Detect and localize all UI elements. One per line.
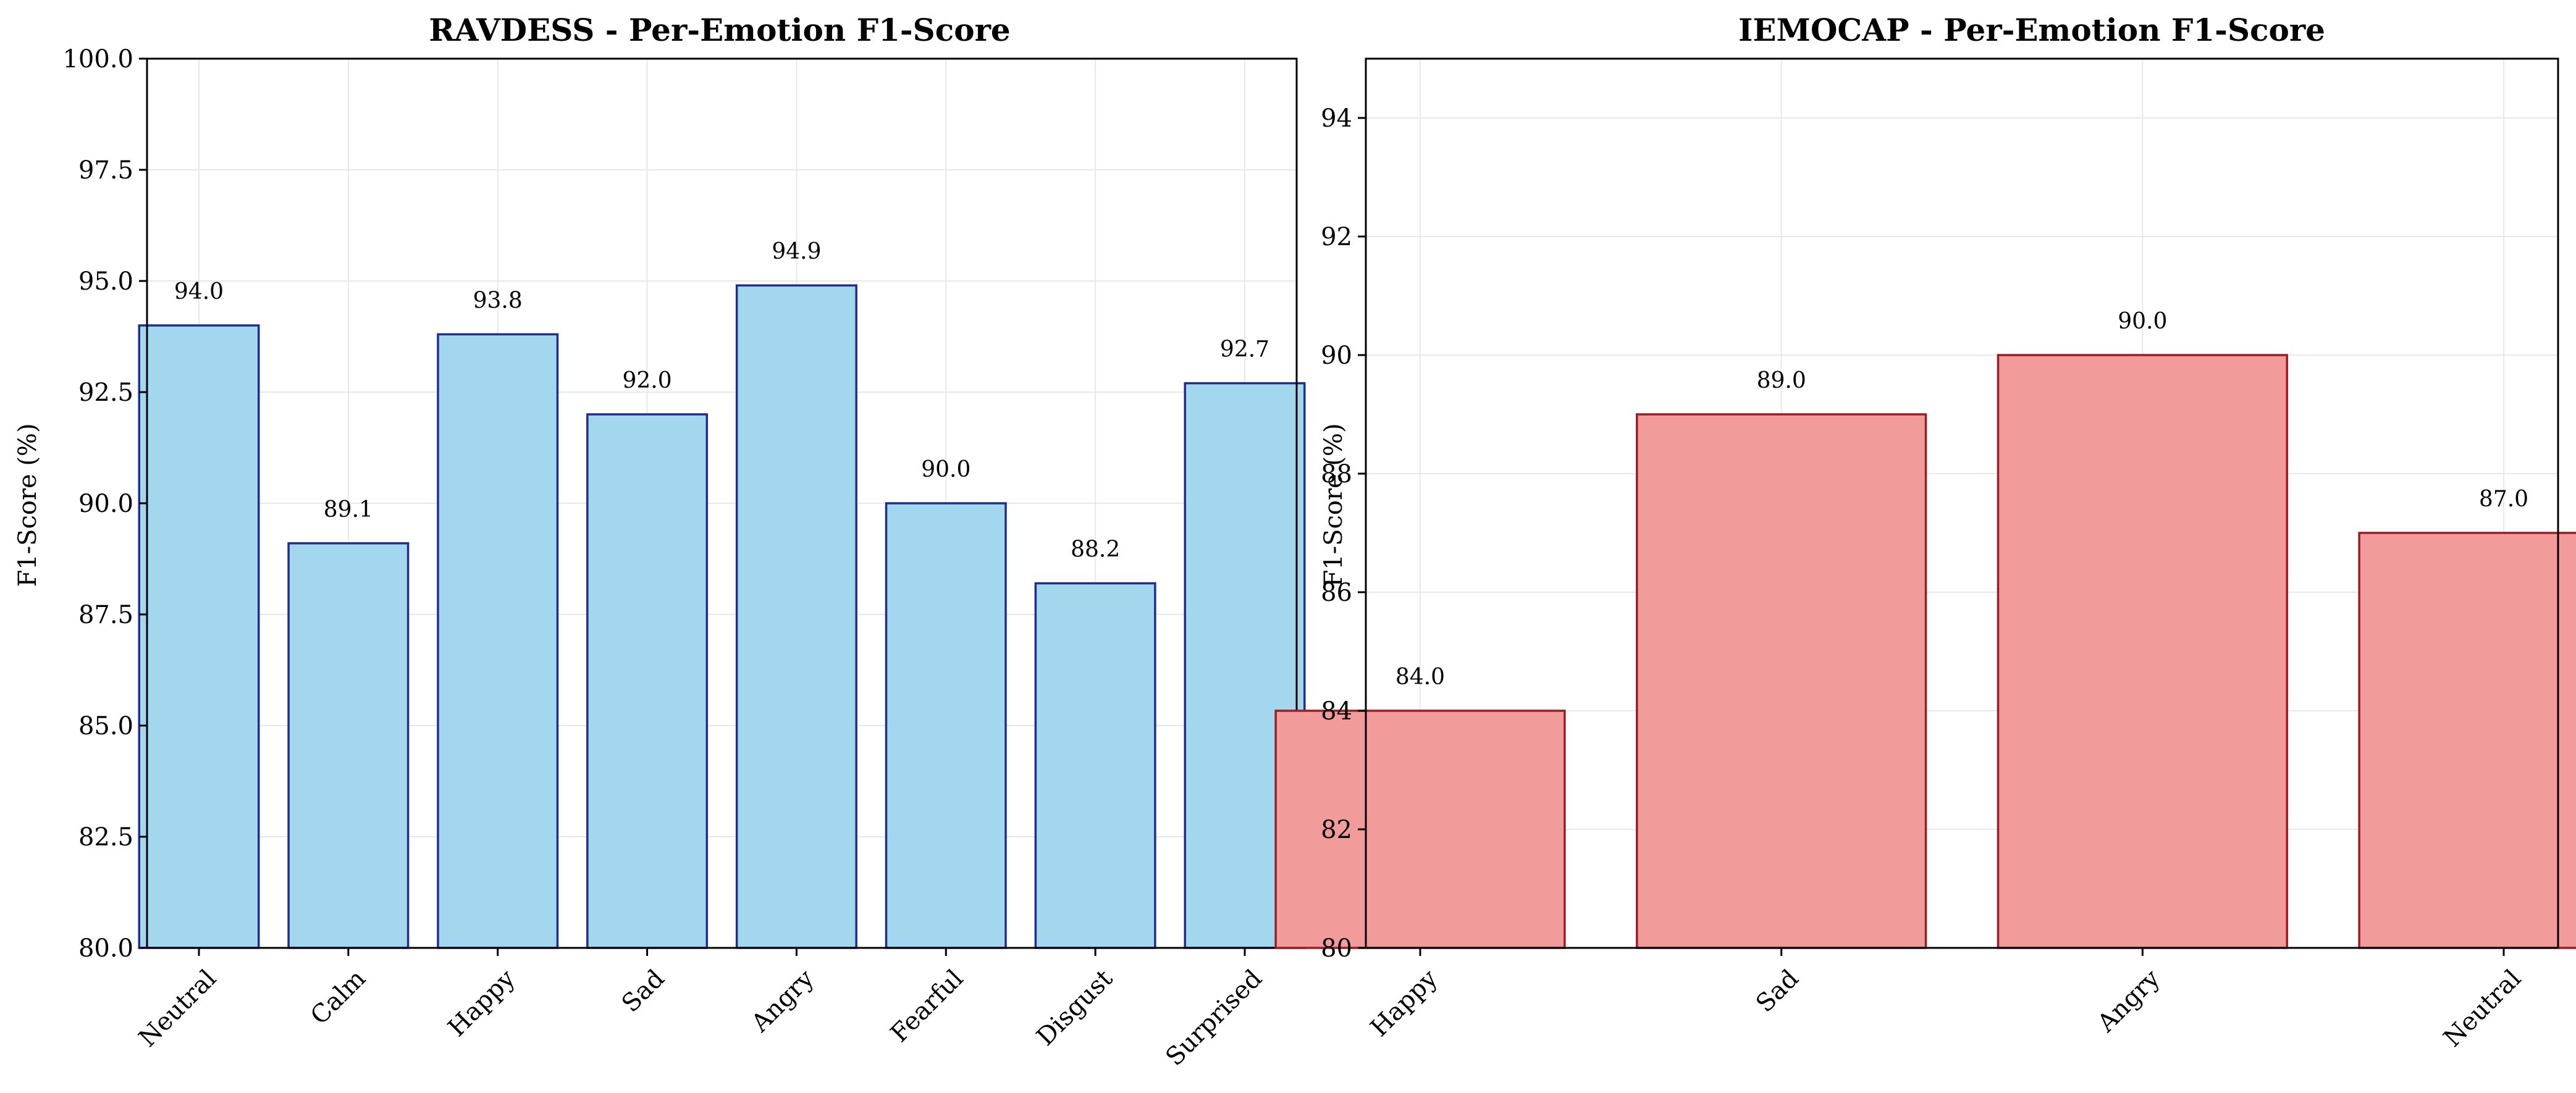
ravdess-chart-panel: RAVDESS - Per-Emotion F1-Score F1-Score … — [14, 12, 1306, 1071]
bar — [586, 413, 709, 949]
x-tick-label: Happy — [1365, 964, 1444, 1042]
y-tick-label: 100.0 — [62, 45, 133, 73]
bar-value-label: 88.2 — [1071, 537, 1120, 563]
bar-value-label: 90.0 — [921, 457, 970, 482]
bar-value-label: 94.9 — [772, 239, 821, 264]
y-tick-label: 88 — [1321, 460, 1352, 488]
bar — [2358, 532, 2576, 949]
bar — [437, 333, 559, 949]
y-tick-label: 85.0 — [78, 712, 133, 740]
y-tick-label: 94 — [1321, 104, 1352, 133]
bar-value-label: 89.0 — [1757, 368, 1806, 393]
bar-value-label: 92.7 — [1220, 337, 1269, 362]
chart-title: RAVDESS - Per-Emotion F1-Score — [429, 12, 1010, 48]
y-tick-label: 82 — [1321, 816, 1352, 844]
y-tick-label: 92 — [1321, 223, 1352, 251]
y-tick-label: 92.5 — [78, 379, 133, 407]
y-tick-label: 90 — [1321, 341, 1352, 370]
x-tick-label: Disgust — [1031, 965, 1118, 1052]
x-tick-label: Calm — [305, 965, 371, 1031]
y-tick-label: 80.0 — [78, 934, 133, 963]
x-tick-label: Neutral — [133, 965, 222, 1053]
y-tick-label: 87.5 — [78, 601, 133, 629]
x-tick-label: Sad — [1751, 965, 1804, 1018]
x-tick-label: Happy — [443, 964, 521, 1042]
y-tick-label: 84 — [1321, 697, 1352, 726]
bar-value-label: 84.0 — [1395, 664, 1445, 690]
iemocap-chart-panel: IEMOCAP - Per-Emotion F1-Score F1-Score … — [1274, 12, 2576, 1053]
y-axis-label: F1-Score (%) — [1320, 423, 1348, 587]
bars — [1274, 354, 2576, 949]
bar — [1997, 354, 2288, 949]
bar — [1274, 710, 1566, 949]
x-tick-label: Sad — [617, 965, 670, 1018]
bar — [735, 284, 857, 949]
x-tick-label: Angry — [746, 964, 820, 1038]
y-tick-label: 95.0 — [78, 267, 133, 296]
chart-title: IEMOCAP - Per-Emotion F1-Score — [1738, 12, 2325, 48]
x-tick-label: Surprised — [1160, 965, 1268, 1072]
bar-value-label: 89.1 — [324, 497, 373, 522]
y-ticks: 80.0 82.5 85.0 87.5 90.0 92.5 95.0 97.5 100.0 — [62, 45, 147, 963]
bar — [138, 324, 260, 949]
y-axis-label: F1-Score (%) — [14, 423, 42, 587]
y-tick-label: 97.5 — [78, 156, 133, 185]
y-tick-label: 80 — [1321, 934, 1352, 963]
bar-value-label: 90.0 — [2118, 309, 2167, 334]
bars — [138, 284, 1306, 949]
y-tick-label: 90.0 — [78, 490, 133, 518]
bar-value-label: 87.0 — [2479, 487, 2528, 512]
y-tick-label: 82.5 — [78, 823, 133, 852]
bar-value-label: 94.0 — [174, 279, 224, 304]
y-tick-label: 86 — [1321, 579, 1352, 607]
x-tick-label: Angry — [2092, 964, 2166, 1038]
y-ticks: 80 82 84 86 88 90 92 94 — [1321, 104, 1366, 963]
x-ticks: Neutral Calm Happy Sad Angry Fearful Disgust Su… — [133, 948, 1268, 1071]
data-labels: 94.0 89.1 93.8 92.0 94.9 90.0 88.2 92.7 — [174, 239, 1269, 562]
x-tick-label: Neutral — [2438, 965, 2527, 1053]
bar — [885, 502, 1007, 949]
bar — [287, 542, 410, 949]
x-tick-label: Fearful — [885, 965, 969, 1048]
plot-frame — [1365, 57, 2559, 949]
x-ticks: Happy Sad Angry Neutral — [1365, 948, 2527, 1053]
data-labels: 84.0 89.0 90.0 87.0 — [1395, 309, 2528, 690]
bar-value-label: 92.0 — [622, 368, 671, 393]
bar-value-label: 93.8 — [473, 288, 523, 313]
bar — [1636, 413, 1927, 949]
bar — [1034, 582, 1156, 949]
